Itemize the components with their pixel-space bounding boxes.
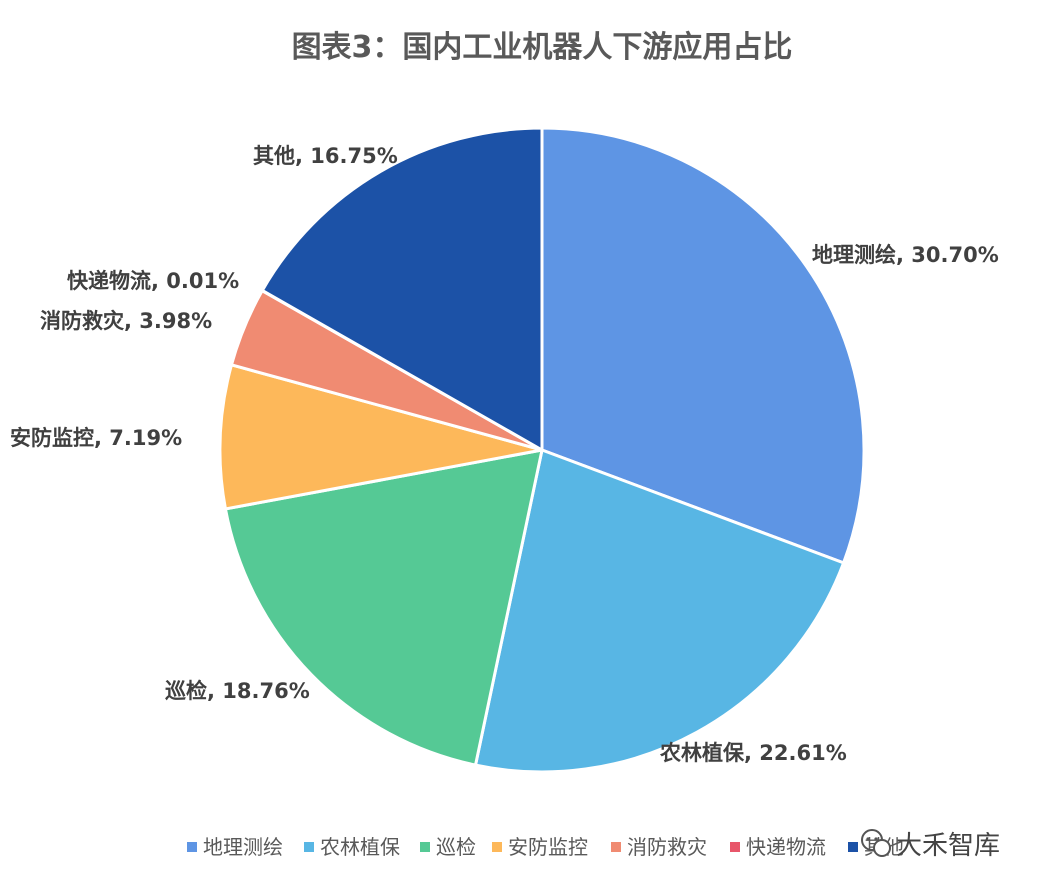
legend-swatch-5 [611, 842, 621, 852]
pie-slice-2 [474, 448, 846, 774]
legend-label-1: 地理测绘 [203, 835, 283, 859]
legend-swatch-2 [304, 842, 314, 852]
legend-swatch-7 [848, 842, 858, 852]
data-label-4: 安防监控, 7.19% [10, 426, 182, 450]
data-label-5: 消防救灾, 3.98% [40, 309, 212, 333]
wechat-icon [861, 829, 891, 857]
data-label-6: 快递物流, 0.01% [67, 269, 239, 293]
data-label-7: 其他, 16.75% [253, 144, 398, 168]
legend-swatch-1 [187, 842, 197, 852]
pie-slice-1 [540, 126, 866, 565]
legend-label-5: 消防救灾 [627, 835, 707, 859]
legend-label-6: 快递物流 [746, 835, 826, 859]
data-label-3: 巡检, 18.76% [165, 679, 310, 703]
legend-swatch-6 [730, 842, 740, 852]
pie-slice-4 [218, 363, 544, 511]
legend-swatch-4 [492, 842, 502, 852]
watermark: 大禾智库 [861, 829, 1000, 861]
legend-label-4: 安防监控 [508, 835, 588, 859]
legend-swatch-3 [420, 842, 430, 852]
pie-slices [218, 126, 866, 774]
pie-slice-7 [260, 126, 544, 452]
chart-title: 图表3：国内工业机器人下游应用占比 [292, 30, 793, 65]
legend-label-3: 巡检 [436, 835, 476, 859]
legend: 地理测绘农林植保巡检安防监控消防救灾快递物流其他 [187, 835, 904, 859]
pie-slice-3 [223, 448, 544, 767]
watermark-text: 大禾智库 [896, 831, 1000, 861]
data-label-1: 地理测绘, 30.70% [812, 243, 999, 267]
data-label-2: 农林植保, 22.61% [659, 741, 847, 765]
data-labels: 地理测绘, 30.70% 农林植保, 22.61% 巡检, 18.76% 安防监控, … [10, 144, 999, 765]
legend-label-2: 农林植保 [320, 835, 400, 859]
